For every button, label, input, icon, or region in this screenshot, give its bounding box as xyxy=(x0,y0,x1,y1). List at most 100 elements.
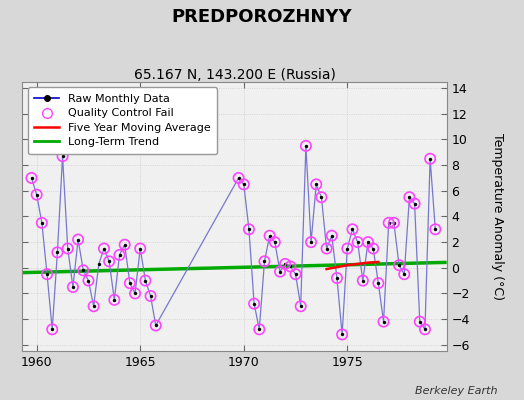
Point xyxy=(84,277,93,284)
Point xyxy=(43,271,51,277)
Point xyxy=(131,290,139,297)
Point xyxy=(395,262,403,268)
Point xyxy=(48,326,57,332)
Point xyxy=(79,267,88,274)
Title: 65.167 N, 143.200 E (Russia): 65.167 N, 143.200 E (Russia) xyxy=(134,68,335,82)
Text: PREDPOROZHNYY: PREDPOROZHNYY xyxy=(172,8,352,26)
Point xyxy=(146,293,155,299)
Point xyxy=(58,153,67,159)
Point xyxy=(151,322,160,329)
Point xyxy=(379,318,388,325)
Point xyxy=(343,245,352,252)
Point xyxy=(239,181,248,188)
Point xyxy=(317,194,325,200)
Point xyxy=(421,326,429,332)
Point xyxy=(27,175,36,181)
Point xyxy=(110,297,118,303)
Point xyxy=(307,239,315,245)
Point xyxy=(338,331,346,338)
Point xyxy=(136,245,145,252)
Point xyxy=(100,245,108,252)
Point xyxy=(260,258,269,264)
Point xyxy=(58,153,67,159)
Point xyxy=(141,277,149,284)
Point xyxy=(348,226,357,232)
Point xyxy=(302,143,310,149)
Point xyxy=(48,326,57,332)
Point xyxy=(364,239,372,245)
Point xyxy=(416,318,424,325)
Point xyxy=(276,268,284,275)
Point xyxy=(245,226,253,232)
Point xyxy=(84,277,93,284)
Point xyxy=(410,200,419,207)
Point xyxy=(431,226,440,232)
Point xyxy=(281,261,289,267)
Point xyxy=(281,261,289,267)
Point xyxy=(270,239,279,245)
Point xyxy=(354,239,362,245)
Point xyxy=(245,226,253,232)
Point xyxy=(426,156,434,162)
Point xyxy=(79,267,88,274)
Point xyxy=(297,303,305,310)
Point xyxy=(63,245,72,252)
Point xyxy=(53,249,62,256)
Point xyxy=(38,220,46,226)
Point xyxy=(416,318,424,325)
Point xyxy=(343,245,352,252)
Point xyxy=(400,271,408,277)
Point xyxy=(32,192,41,198)
Point xyxy=(115,252,124,258)
Point xyxy=(410,200,419,207)
Point xyxy=(151,322,160,329)
Point xyxy=(385,220,393,226)
Point xyxy=(390,220,398,226)
Point xyxy=(374,280,383,286)
Point xyxy=(379,318,388,325)
Point xyxy=(405,194,413,200)
Point xyxy=(312,181,320,188)
Point xyxy=(369,245,377,252)
Point xyxy=(266,232,274,239)
Point xyxy=(32,192,41,198)
Text: Berkeley Earth: Berkeley Earth xyxy=(416,386,498,396)
Point xyxy=(115,252,124,258)
Point xyxy=(328,232,336,239)
Point xyxy=(322,245,331,252)
Point xyxy=(239,181,248,188)
Point xyxy=(307,239,315,245)
Point xyxy=(255,326,264,332)
Point xyxy=(266,232,274,239)
Point xyxy=(395,262,403,268)
Point xyxy=(358,277,367,284)
Point xyxy=(405,194,413,200)
Point xyxy=(126,280,134,286)
Point xyxy=(27,175,36,181)
Point xyxy=(276,268,284,275)
Point xyxy=(421,326,429,332)
Point xyxy=(317,194,325,200)
Point xyxy=(105,258,113,264)
Point xyxy=(69,284,77,290)
Point xyxy=(348,226,357,232)
Point xyxy=(69,284,77,290)
Point xyxy=(369,245,377,252)
Point xyxy=(338,331,346,338)
Point xyxy=(110,297,118,303)
Point xyxy=(312,181,320,188)
Point xyxy=(260,258,269,264)
Point xyxy=(390,220,398,226)
Point xyxy=(63,245,72,252)
Point xyxy=(74,236,82,243)
Point xyxy=(126,280,134,286)
Point xyxy=(286,263,294,270)
Point xyxy=(322,245,331,252)
Point xyxy=(270,239,279,245)
Point xyxy=(100,245,108,252)
Point xyxy=(234,175,243,181)
Legend: Raw Monthly Data, Quality Control Fail, Five Year Moving Average, Long-Term Tren: Raw Monthly Data, Quality Control Fail, … xyxy=(28,87,217,154)
Point xyxy=(121,242,129,248)
Point xyxy=(385,220,393,226)
Point xyxy=(53,249,62,256)
